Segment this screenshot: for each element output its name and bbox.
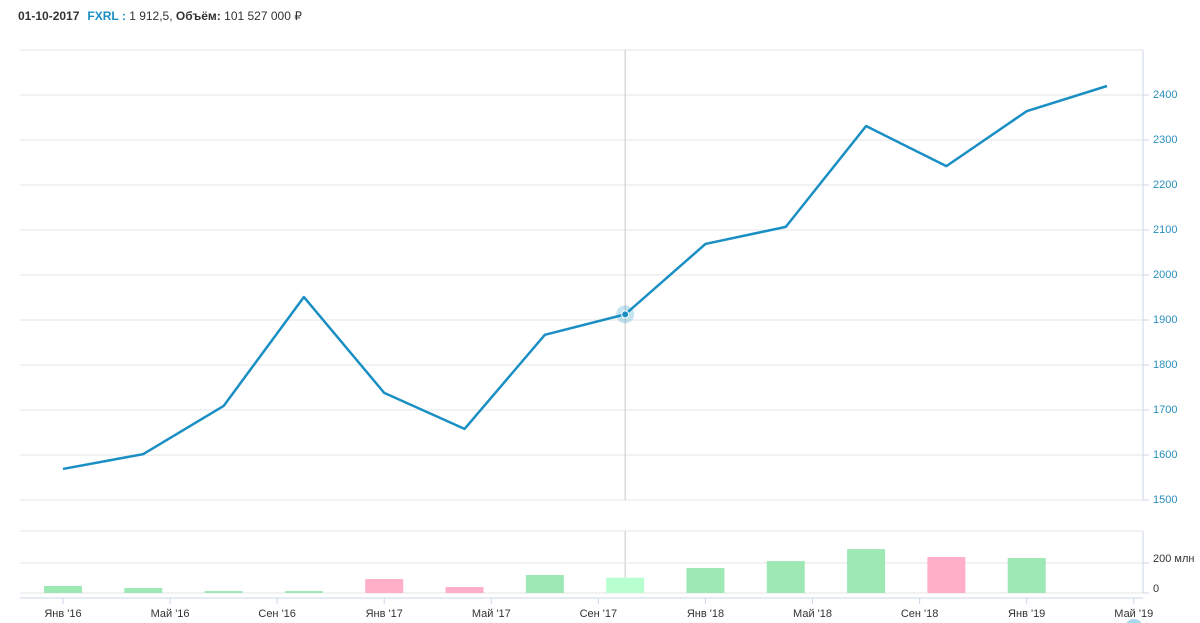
price-line bbox=[62, 84, 1108, 471]
volume-bar bbox=[365, 579, 404, 593]
volume-bar bbox=[1007, 558, 1046, 593]
volume-bar bbox=[124, 588, 163, 593]
y-tick-label: 2200 bbox=[1153, 179, 1177, 191]
x-tick-label: Май '16 bbox=[151, 608, 190, 620]
volume-bar bbox=[204, 591, 243, 593]
y-tick-label: 1900 bbox=[1153, 314, 1177, 326]
y-tick-label: 2300 bbox=[1153, 134, 1177, 146]
price: 1 912,5, bbox=[129, 9, 173, 23]
header: 01-10-2017 FXRL : 1 912,5, Объём: 101 527… bbox=[18, 9, 302, 23]
x-tick-label: Май '17 bbox=[472, 608, 511, 620]
y-tick-label: 1500 bbox=[1153, 494, 1177, 506]
x-tick-label: Янв '16 bbox=[44, 608, 81, 620]
volume-bar bbox=[606, 577, 645, 593]
volume-bar bbox=[686, 567, 725, 593]
hover-point bbox=[621, 310, 630, 319]
y-tick-label: 1600 bbox=[1153, 449, 1177, 461]
y-tick-label: 2000 bbox=[1153, 269, 1177, 281]
volume-bar bbox=[766, 561, 805, 593]
y-tick-label: 1700 bbox=[1153, 404, 1177, 416]
y-tick-label: 2400 bbox=[1153, 89, 1177, 101]
volume-bar bbox=[284, 591, 323, 593]
x-tick-label: Май '19 bbox=[1114, 608, 1153, 620]
date: 01-10-2017 bbox=[18, 9, 80, 23]
y-tick-label: 2100 bbox=[1153, 224, 1177, 236]
navigator-handle bbox=[1126, 619, 1142, 623]
volume-bar bbox=[927, 557, 966, 593]
volume-bar bbox=[44, 585, 82, 593]
volume-label: Объём: bbox=[175, 9, 221, 23]
volume-bar bbox=[847, 549, 886, 593]
x-tick-label: Май '18 bbox=[793, 608, 832, 620]
volume: 101 527 000 ₽ bbox=[224, 9, 302, 23]
x-tick-label: Сен '17 bbox=[580, 608, 618, 620]
x-tick-label: Сен '16 bbox=[258, 608, 296, 620]
y-tick-label: 0 bbox=[1153, 583, 1159, 595]
volume-bar bbox=[525, 575, 564, 593]
y-tick-label: 1800 bbox=[1153, 359, 1177, 371]
x-tick-label: Янв '18 bbox=[687, 608, 724, 620]
x-tick-label: Янв '19 bbox=[1008, 608, 1045, 620]
ticker: FXRL : bbox=[87, 9, 126, 23]
x-tick-label: Сен '18 bbox=[901, 608, 939, 620]
y-tick-label: 200 млн bbox=[1153, 553, 1194, 565]
volume-bar bbox=[445, 587, 484, 593]
x-tick-label: Янв '17 bbox=[366, 608, 403, 620]
